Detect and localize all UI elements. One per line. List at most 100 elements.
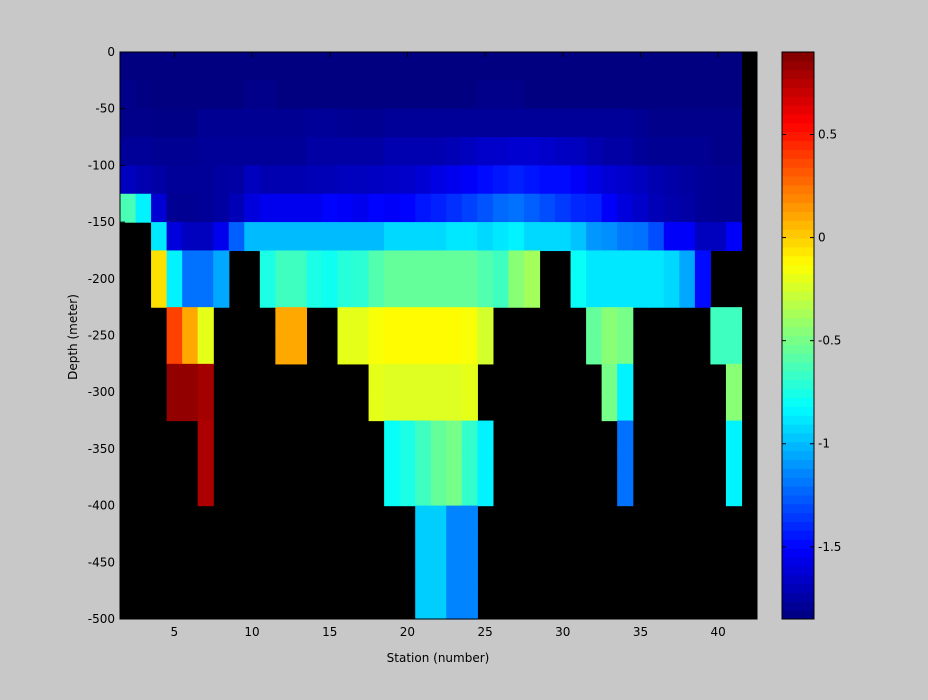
- heatmap-cell: [430, 307, 447, 337]
- heatmap-cell: [725, 52, 743, 81]
- colorbar-swatch: [782, 397, 814, 407]
- heatmap-cell: [461, 108, 478, 138]
- heatmap-cell: [197, 80, 214, 110]
- heatmap-cells: [120, 52, 743, 620]
- heatmap-cell: [477, 335, 494, 365]
- heatmap-cell: [430, 533, 447, 563]
- heatmap-cell: [601, 52, 618, 81]
- heatmap-cell: [461, 250, 478, 280]
- heatmap-cell: [399, 52, 416, 81]
- heatmap-cell: [244, 193, 261, 223]
- colorbar-swatch: [782, 406, 814, 416]
- heatmap-cell: [492, 250, 510, 280]
- heatmap-cell: [368, 165, 385, 195]
- heatmap-cell: [166, 80, 183, 110]
- heatmap-cell: [679, 52, 696, 81]
- heatmap-cell: [306, 222, 323, 252]
- colorbar-swatch: [782, 273, 814, 283]
- heatmap-cell: [166, 392, 183, 422]
- heatmap-cell: [166, 250, 183, 280]
- heatmap-cell: [430, 193, 447, 223]
- heatmap-cell: [259, 193, 276, 223]
- heatmap-cell: [166, 335, 183, 365]
- heatmap-cell: [555, 137, 572, 166]
- colorbar-swatch: [782, 326, 814, 336]
- heatmap-cell: [679, 137, 696, 166]
- heatmap-cell: [710, 52, 727, 81]
- heatmap-cell: [523, 193, 541, 223]
- heatmap-cell: [679, 80, 696, 110]
- y-tick-label: -100: [88, 158, 115, 172]
- heatmap-cell: [399, 108, 416, 138]
- y-tick-label: 0: [107, 45, 115, 59]
- heatmap-cell: [197, 193, 214, 223]
- heatmap-cell: [197, 278, 214, 308]
- heatmap-cell: [539, 52, 556, 81]
- heatmap-cell: [197, 250, 214, 280]
- heatmap-cell: [648, 80, 665, 110]
- heatmap-cell: [430, 52, 447, 81]
- heatmap-cell: [446, 165, 463, 195]
- heatmap-cell: [679, 165, 696, 195]
- heatmap-cell: [617, 108, 634, 138]
- heatmap-cell: [275, 307, 292, 337]
- heatmap-cell: [415, 392, 432, 422]
- colorbar-swatch: [782, 184, 814, 195]
- heatmap-cell: [228, 108, 245, 138]
- heatmap-cell: [586, 137, 603, 166]
- heatmap-cell: [601, 137, 618, 166]
- heatmap-cell: [321, 52, 339, 81]
- heatmap-cell: [679, 278, 696, 308]
- heatmap-cell: [430, 363, 447, 393]
- heatmap-cell: [725, 363, 743, 393]
- heatmap-cell: [663, 108, 680, 138]
- heatmap-cell: [415, 420, 432, 450]
- heatmap-cell: [384, 52, 401, 81]
- heatmap-cell: [182, 222, 199, 252]
- heatmap-cell: [275, 278, 292, 308]
- heatmap-cell: [399, 80, 416, 110]
- heatmap-cell: [586, 165, 603, 195]
- heatmap-cell: [710, 137, 727, 166]
- heatmap-cell: [306, 278, 323, 308]
- heatmap-cell: [368, 392, 385, 422]
- heatmap-cell: [632, 80, 649, 110]
- y-tick-label: -150: [88, 215, 115, 229]
- heatmap-cell: [601, 250, 618, 280]
- heatmap-cell: [446, 80, 463, 110]
- heatmap-cell: [415, 108, 432, 138]
- heatmap-cell: [477, 108, 494, 138]
- heatmap-cell: [461, 222, 478, 252]
- heatmap-cell: [430, 250, 447, 280]
- heatmap-cell: [368, 108, 385, 138]
- heatmap-cell: [120, 52, 137, 81]
- colorbar-swatch: [782, 193, 814, 204]
- heatmap-cell: [446, 222, 463, 252]
- heatmap-cell: [679, 108, 696, 138]
- y-tick-label: -400: [88, 499, 115, 513]
- colorbar-swatch: [782, 78, 814, 88]
- heatmap-cell: [135, 137, 152, 166]
- heatmap-cell: [430, 278, 447, 308]
- heatmap-cell: [477, 307, 494, 337]
- heatmap-cell: [446, 108, 463, 138]
- heatmap-cell: [337, 137, 354, 166]
- heatmap-cell: [290, 193, 308, 223]
- y-tick-label: -250: [88, 329, 115, 343]
- heatmap-cell: [617, 165, 634, 195]
- heatmap-cell: [508, 165, 525, 195]
- heatmap-cell: [617, 278, 634, 308]
- heatmap-cell: [228, 165, 245, 195]
- heatmap-cell: [399, 420, 416, 450]
- heatmap-cell: [617, 448, 634, 478]
- heatmap-cell: [648, 250, 665, 280]
- heatmap-cell: [213, 165, 230, 195]
- heatmap-cell: [306, 193, 323, 223]
- heatmap-cell: [492, 80, 510, 110]
- colorbar-swatch: [782, 220, 814, 230]
- heatmap-cell: [477, 448, 494, 478]
- heatmap-cell: [384, 278, 401, 308]
- y-tick-label: -450: [88, 555, 115, 569]
- heatmap-cell: [523, 137, 541, 166]
- heatmap-cell: [321, 108, 339, 138]
